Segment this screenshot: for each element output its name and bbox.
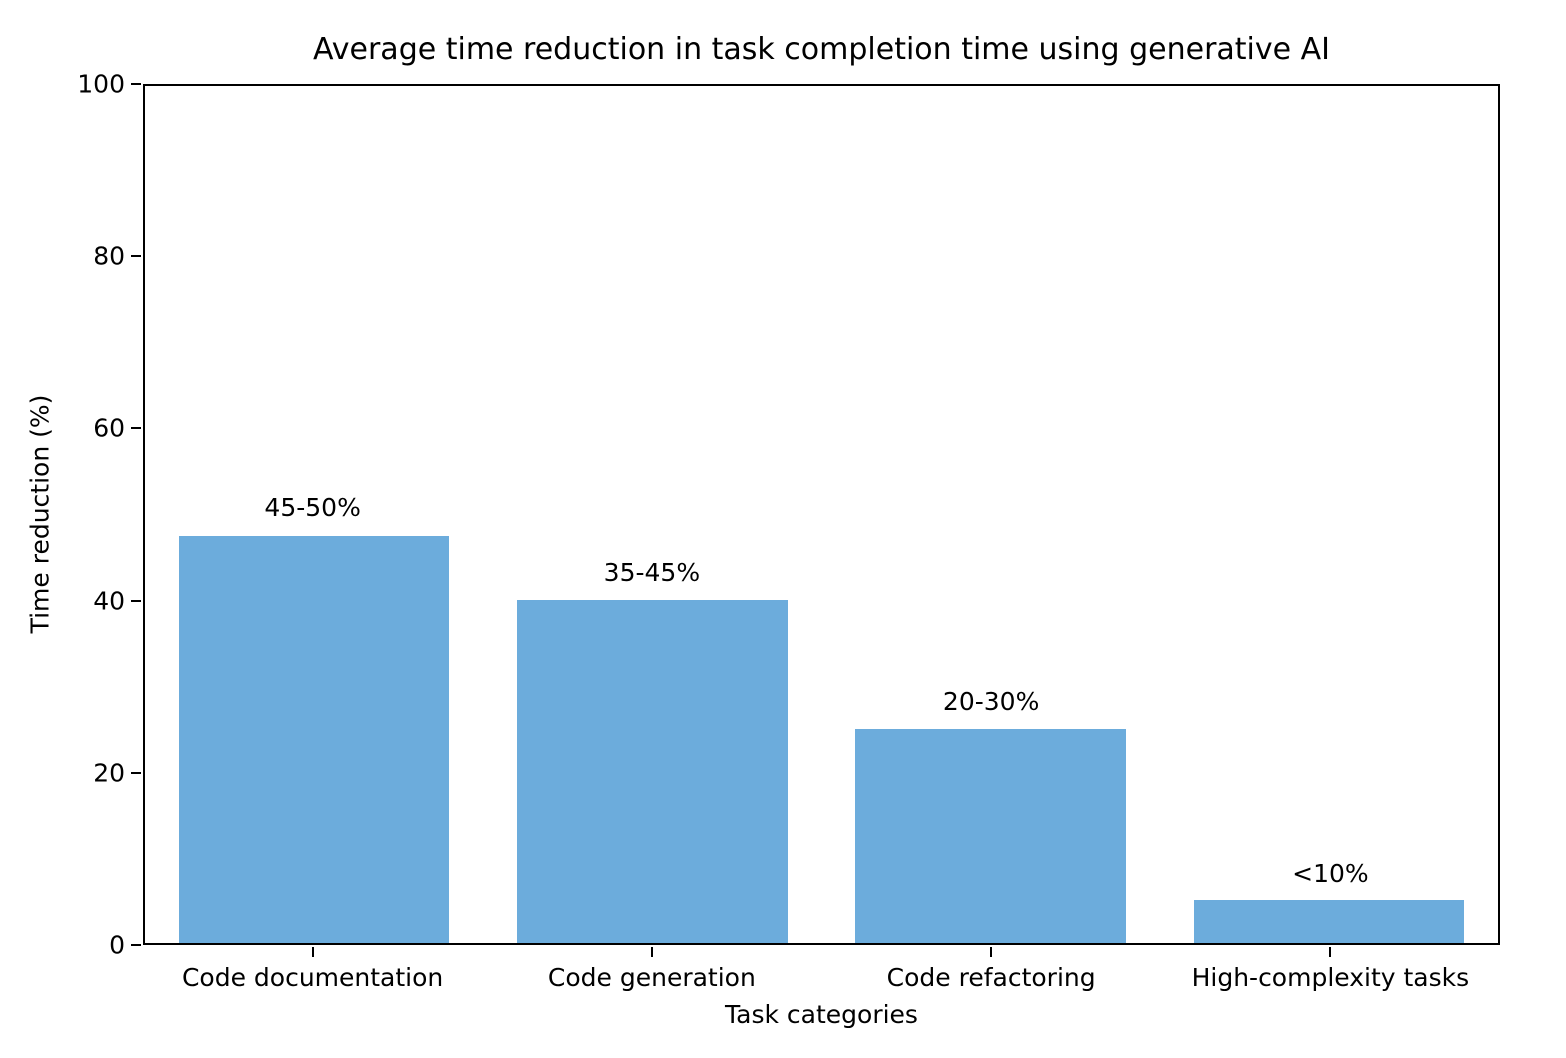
- y-tick-label: 0: [109, 930, 125, 960]
- bar: [517, 600, 788, 943]
- y-tick: [131, 427, 141, 430]
- y-tick: [131, 83, 141, 85]
- x-tick: [1329, 947, 1332, 957]
- bar: [178, 535, 450, 943]
- y-tick-label: 40: [93, 586, 125, 616]
- y-tick-label: 60: [93, 413, 125, 443]
- x-tick-label: Code documentation: [181, 963, 444, 992]
- y-tick: [131, 255, 141, 258]
- y-axis-label: Time reduction (%): [25, 394, 55, 634]
- y-tick: [131, 771, 141, 774]
- x-tick: [311, 947, 314, 957]
- y-tick-label: 80: [93, 241, 125, 271]
- chart-title: Average time reduction in task completio…: [313, 32, 1330, 67]
- bar: [1193, 900, 1465, 943]
- y-tick-label: 100: [77, 69, 125, 99]
- x-tick-label: High-complexity tasks: [1191, 963, 1470, 992]
- x-tick: [650, 947, 653, 957]
- bar: [855, 728, 1126, 943]
- x-tick-label: Code refactoring: [886, 963, 1096, 992]
- x-tick: [990, 947, 993, 957]
- y-tick-label: 20: [93, 758, 125, 788]
- y-tick: [131, 599, 141, 602]
- x-axis-label: Task categories: [725, 1000, 918, 1029]
- x-tick-label: Code generation: [547, 963, 756, 992]
- plot-area: [143, 84, 1500, 945]
- y-tick: [131, 944, 141, 946]
